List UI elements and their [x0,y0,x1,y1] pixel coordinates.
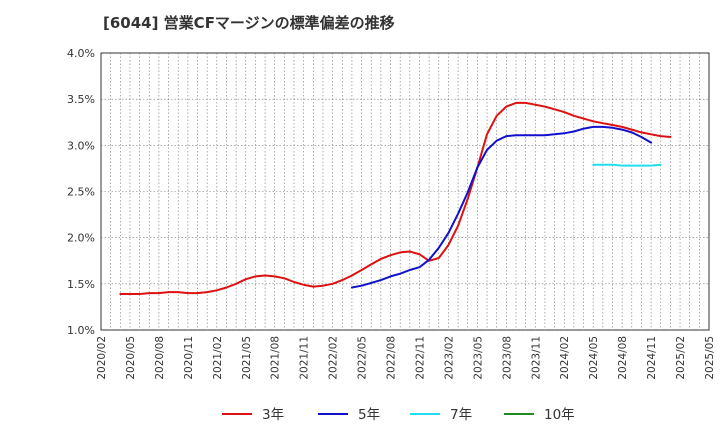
x-tick-label: 2023/11 [530,336,542,380]
chart-title: [6044] 営業CFマージンの標準偏差の推移 [103,14,395,32]
x-tick-label: 2022/02 [328,336,340,380]
x-tick-label: 2024/11 [646,336,658,380]
legend-label-7年: 7年 [450,407,472,423]
x-tick-label: 2020/02 [96,336,108,380]
x-tick-label: 2022/11 [414,336,426,380]
x-tick-label: 2021/05 [241,336,253,380]
y-tick-label: 4.0% [67,47,95,60]
x-tick-label: 2020/05 [125,336,137,380]
x-tick-label: 2024/05 [588,336,600,380]
x-tick-label: 2020/08 [154,336,166,380]
x-tick-label: 2023/05 [472,336,484,380]
x-tick-label: 2021/02 [212,336,224,380]
series-line-5年 [350,125,653,289]
x-tick-label: 2022/08 [386,336,398,380]
y-tick-label: 2.0% [67,232,95,245]
x-tick-label: 2025/05 [704,336,716,380]
x-tick-label: 2022/05 [357,336,369,380]
x-tick-label: 2024/08 [617,336,629,380]
y-tick-label: 1.0% [67,324,95,337]
legend: 3年 5年 7年 10年 [222,407,575,423]
plot-area [100,52,710,331]
x-tick-label: 2021/08 [270,336,282,380]
legend-label-3年: 3年 [262,407,284,423]
x-tick-label: 2024/02 [559,336,571,380]
legend-label-10年: 10年 [544,407,575,423]
y-tick-label: 2.5% [67,186,95,199]
x-tick-label: 2025/02 [675,336,687,380]
grid [101,53,709,330]
series-line-3年 [119,101,672,295]
y-tick-label: 1.5% [67,278,95,291]
x-tick-label: 2023/08 [501,336,513,380]
y-tick-label: 3.0% [67,139,95,152]
y-axis: 1.0% 1.5% 2.0% 2.5% 3.0% 3.5% 4.0% [67,47,95,337]
series-lines [119,101,672,295]
y-tick-label: 3.5% [67,93,95,106]
x-tick-label: 2023/02 [443,336,455,380]
x-tick-label: 2021/11 [299,336,311,380]
series-line-7年 [592,163,662,167]
x-tick-label: 2020/11 [183,336,195,380]
legend-label-5年: 5年 [358,407,380,423]
x-axis: 2020/02 2020/05 2020/08 2020/11 2021/02 2021/… [96,336,716,380]
